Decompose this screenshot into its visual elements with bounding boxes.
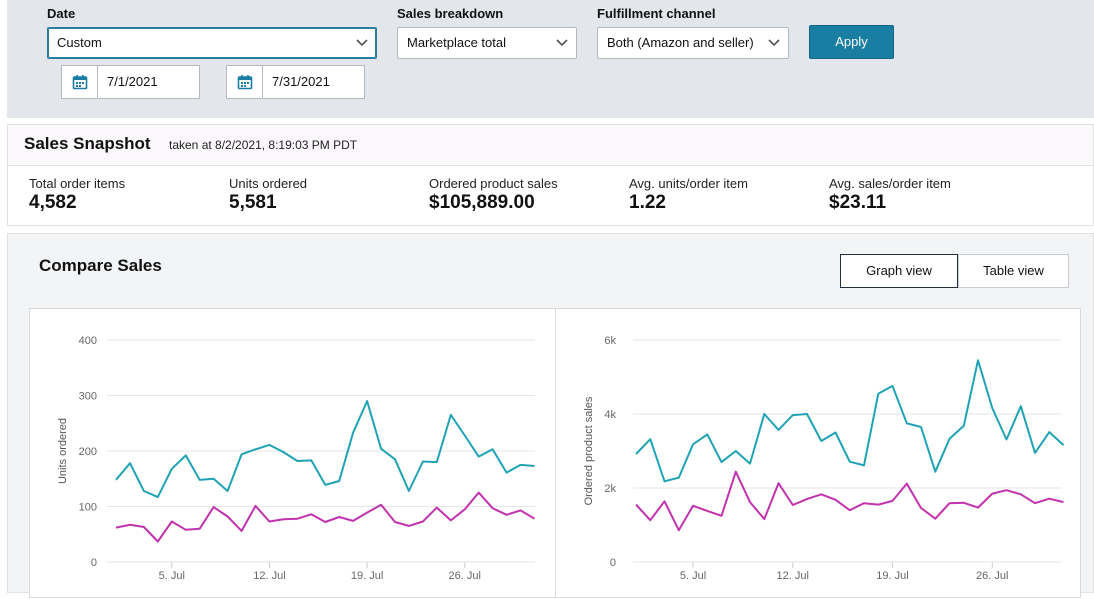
compare-sales-panel: Compare Sales Graph view Table view 0 100… <box>7 233 1094 598</box>
calendar-icon[interactable] <box>62 66 98 98</box>
metric-label: Avg. units/order item <box>629 176 748 191</box>
date-select-value: Custom <box>57 35 102 50</box>
fulfillment-value: Both (Amazon and seller) <box>607 35 754 50</box>
series-line-compare <box>115 491 536 543</box>
chart-divider <box>555 309 556 597</box>
x-tick-label: 12. Jul <box>777 570 809 582</box>
sales-snapshot-title: Sales Snapshot <box>24 134 151 153</box>
sales-snapshot-header: Sales Snapshot taken at 8/2/2021, 8:19:0… <box>7 124 1094 166</box>
sales-breakdown-select[interactable]: Marketplace total <box>397 27 577 59</box>
charts-container: 0 100 200 300 400 5. Jul 12. Jul 19. Jul 26. Jul… <box>29 308 1081 598</box>
snapshot-metrics: Total order items 4,582 Units ordered 5,… <box>7 166 1094 226</box>
metric-value: 5,581 <box>229 192 277 213</box>
y-tick-label: 0 <box>610 557 616 569</box>
graph-view-button[interactable]: Graph view <box>840 254 958 288</box>
y-tick-label: 300 <box>79 391 97 403</box>
sales-breakdown-label: Sales breakdown <box>397 6 504 21</box>
x-tick-label: 26. Jul <box>976 570 1008 582</box>
series-line-current <box>115 400 535 499</box>
metric-avg-units-per-order-item: Avg. units/order item 1.22 <box>629 176 748 214</box>
date-label: Date <box>47 6 76 21</box>
chevron-down-icon <box>768 39 780 47</box>
compare-sales-title: Compare Sales <box>39 256 162 275</box>
metric-label: Units ordered <box>229 176 308 191</box>
series-line-compare <box>635 470 1064 532</box>
chevron-down-icon <box>356 39 368 47</box>
series-line-current <box>635 359 1065 483</box>
x-tick-label: 19. Jul <box>876 570 908 582</box>
y-tick-label: 2k <box>604 483 616 495</box>
units-ordered-chart: 0 100 200 300 400 5. Jul 12. Jul 19. Jul 26. Jul… <box>57 335 536 582</box>
metric-total-order-items: Total order items 4,582 <box>29 176 125 214</box>
x-tick-label: 19. Jul <box>351 570 383 582</box>
y-tick-label: 4k <box>604 409 616 421</box>
x-tick-label: 5. Jul <box>159 570 185 582</box>
x-tick-label: 12. Jul <box>253 570 285 582</box>
metric-ordered-product-sales: Ordered product sales $105,889.00 <box>429 176 558 214</box>
metric-units-ordered: Units ordered 5,581 <box>229 176 307 214</box>
metric-avg-sales-per-order-item: Avg. sales/order item $23.11 <box>829 176 951 214</box>
date-select[interactable]: Custom <box>47 27 377 59</box>
x-tick-label: 5. Jul <box>680 570 706 582</box>
x-tick-label: 26. Jul <box>449 570 481 582</box>
y-tick-label: 6k <box>604 335 616 347</box>
metric-label: Ordered product sales <box>429 176 558 191</box>
y-tick-label: 0 <box>91 557 97 569</box>
calendar-icon[interactable] <box>227 66 263 98</box>
fulfillment-select[interactable]: Both (Amazon and seller) <box>597 27 789 59</box>
end-date-value: 7/31/2021 <box>272 74 330 89</box>
metric-value: $105,889.00 <box>429 192 535 213</box>
fulfillment-label: Fulfillment channel <box>597 6 716 21</box>
metric-value: 4,582 <box>29 192 77 213</box>
ordered-product-sales-chart: 0 2k 4k 6k 5. Jul 12. Jul 19. Jul 26. Jul Ordere… <box>583 335 1065 582</box>
chevron-down-icon <box>556 39 568 47</box>
apply-button[interactable]: Apply <box>809 25 894 59</box>
end-date-field[interactable]: 7/31/2021 <box>226 65 365 99</box>
y-tick-label: 400 <box>79 335 97 347</box>
y-axis-label: Ordered product sales <box>583 396 595 505</box>
metric-label: Avg. sales/order item <box>829 176 951 191</box>
metric-label: Total order items <box>29 176 126 191</box>
snapshot-timestamp: taken at 8/2/2021, 8:19:03 PM PDT <box>169 138 358 152</box>
filters-panel: Date Custom Sales breakdown Marketplace … <box>7 0 1094 118</box>
table-view-button[interactable]: Table view <box>958 254 1069 288</box>
y-tick-label: 100 <box>79 502 97 514</box>
sales-breakdown-value: Marketplace total <box>407 35 506 50</box>
metric-value: $23.11 <box>829 192 887 213</box>
start-date-field[interactable]: 7/1/2021 <box>61 65 200 99</box>
y-tick-label: 200 <box>79 446 97 458</box>
metric-value: 1.22 <box>629 192 666 213</box>
start-date-value: 7/1/2021 <box>107 74 158 89</box>
y-axis-label: Units ordered <box>57 418 69 484</box>
